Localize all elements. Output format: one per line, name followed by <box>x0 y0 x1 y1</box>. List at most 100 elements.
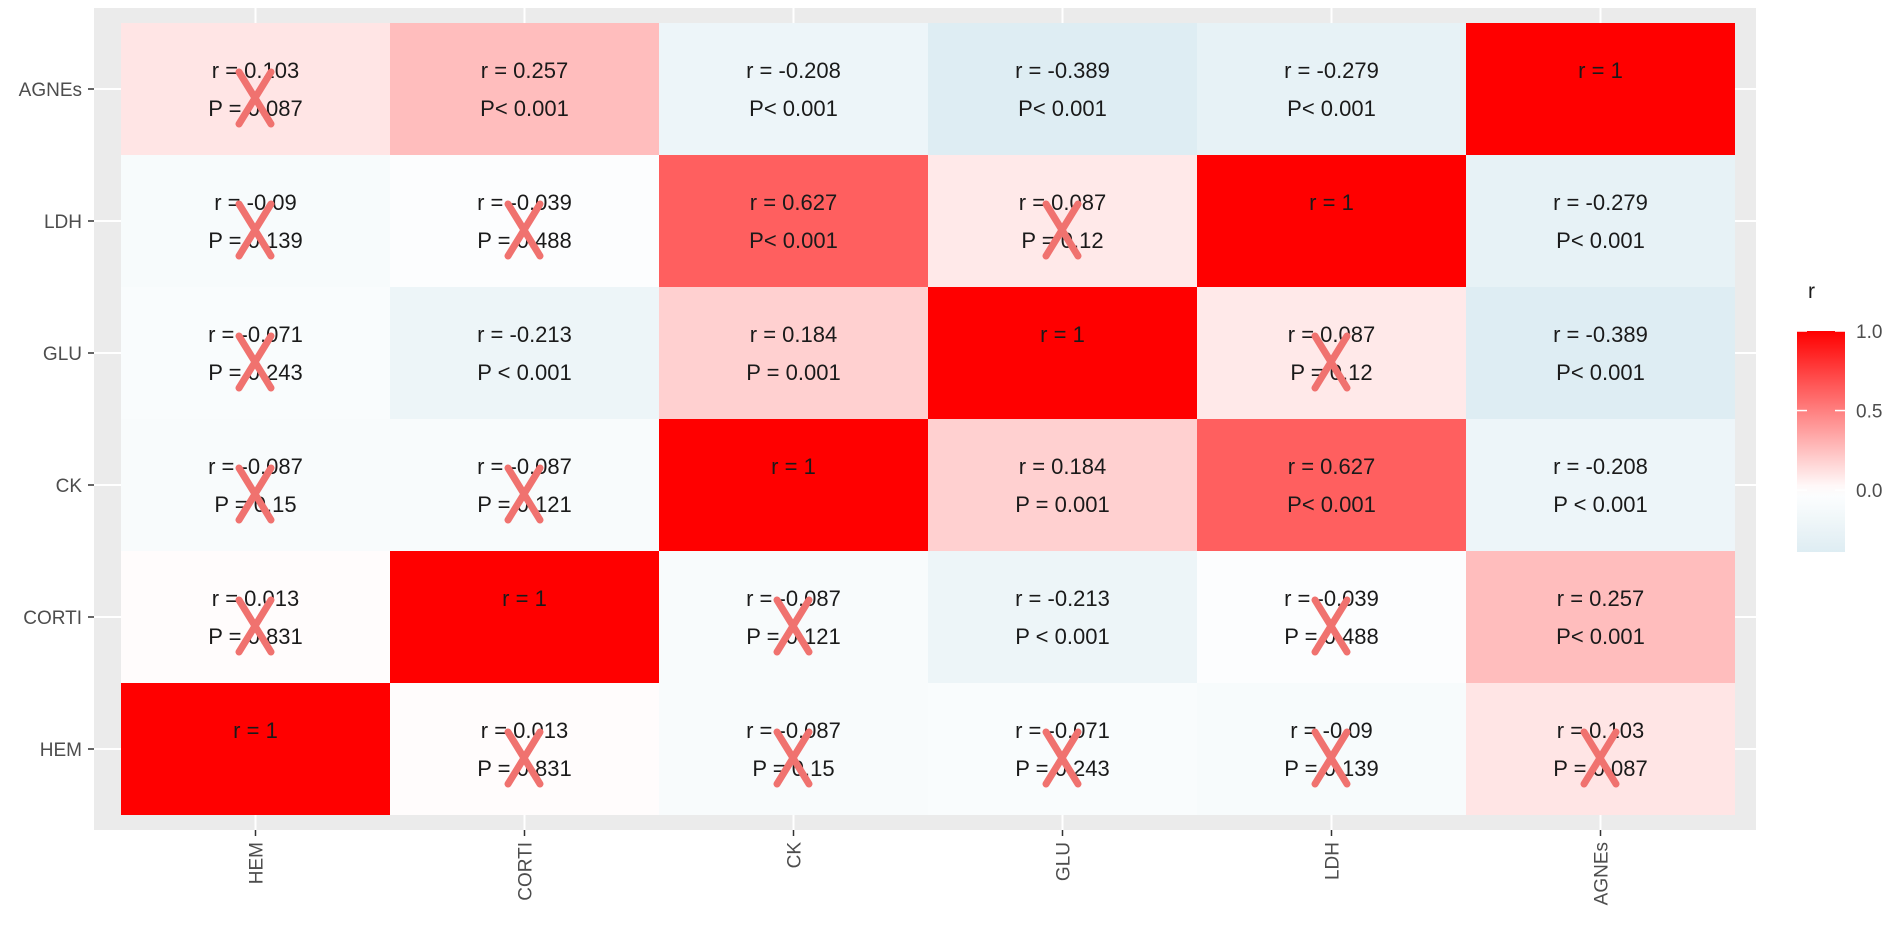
cell-fill <box>390 683 659 815</box>
heatmap-cell: r = 1 <box>1466 23 1735 155</box>
heatmap-cell: r = -0.389 P< 0.001 <box>1466 287 1735 419</box>
cell-p-label: P< 0.001 <box>1287 492 1376 517</box>
cell-p-label: P< 0.001 <box>749 96 838 121</box>
cell-fill <box>928 683 1197 815</box>
cell-r-label: r = -0.389 <box>1015 58 1110 83</box>
cell-fill <box>1466 287 1735 419</box>
heatmap-cell: r = -0.208 P < 0.001 <box>1466 419 1735 551</box>
axes: HEM CORTI CK GLU LDH AGNEs HEM CORTI CK GLU LDH AGN… <box>19 80 1613 905</box>
cell-fill <box>928 155 1197 287</box>
cell-r-label: r = -0.279 <box>1553 190 1648 215</box>
cell-fill <box>659 23 928 155</box>
heatmap-cell: r = 1 <box>1197 155 1466 287</box>
cell-r-label: r = 1 <box>1309 190 1354 215</box>
cell-fill <box>928 23 1197 155</box>
y-axis-tick-label: CORTI <box>23 608 82 629</box>
nonsignificant-cross-mark <box>1311 596 1351 656</box>
nonsignificant-cross-mark <box>235 68 275 128</box>
cell-p-label: P< 0.001 <box>1556 624 1645 649</box>
cell-r-label: r = -0.039 <box>477 190 572 215</box>
cell-fill <box>121 419 390 551</box>
cell-r-label: r = -0.087 <box>208 454 303 479</box>
legend: r 1.0 0.5 0.0 <box>1797 280 1882 552</box>
cell-fill <box>928 419 1197 551</box>
cell-r-label: r = -0.213 <box>1015 586 1110 611</box>
nonsignificant-cross-mark <box>1311 332 1351 392</box>
x-axis-tick-label: LDH <box>1323 842 1344 880</box>
cell-fill <box>121 287 390 419</box>
heatmap-cell: r = -0.213 P < 0.001 <box>928 551 1197 683</box>
heatmap-cell: r = -0.213 P < 0.001 <box>390 287 659 419</box>
nonsignificant-cross-mark <box>235 200 275 260</box>
heatmap-cell: r = 0.627 P< 0.001 <box>1197 419 1466 551</box>
cell-fill <box>1197 551 1466 683</box>
cell-p-label: P < 0.001 <box>477 360 571 385</box>
legend-ticks: 1.0 0.5 0.0 <box>1797 322 1882 502</box>
cell-fill <box>390 551 659 683</box>
heatmap-cell: r = 0.627 P< 0.001 <box>659 155 928 287</box>
legend-tick-label: 0.0 <box>1856 481 1882 502</box>
heatmap-cell: r = 1 <box>121 683 390 815</box>
cell-fill <box>1197 23 1466 155</box>
cell-fill <box>1466 419 1735 551</box>
heatmap-cell: r = -0.09P = 0.139 <box>1197 683 1466 815</box>
cell-fill <box>1197 287 1466 419</box>
cell-r-label: r = 1 <box>1578 58 1623 83</box>
cell-fill <box>121 155 390 287</box>
y-axis-tick-label: LDH <box>44 212 82 233</box>
nonsignificant-cross-mark <box>773 728 813 788</box>
legend-tick-label: 0.5 <box>1856 402 1882 423</box>
cell-fill <box>390 419 659 551</box>
cell-r-label: r = 0.257 <box>481 58 568 83</box>
cell-r-label: r = 0.627 <box>1288 454 1375 479</box>
x-axis-tick-label: AGNEs <box>1592 842 1613 905</box>
cell-r-label: r = 1 <box>771 454 816 479</box>
cell-r-label: r = -0.279 <box>1284 58 1379 83</box>
cell-r-label: r = 0.103 <box>1557 718 1644 743</box>
cell-r-label: r = 0.013 <box>212 586 299 611</box>
y-axis-tick-label: CK <box>56 476 83 497</box>
cell-p-label: P< 0.001 <box>1018 96 1107 121</box>
cell-r-label: r = -0.213 <box>477 322 572 347</box>
cell-r-label: r = -0.071 <box>208 322 303 347</box>
cell-fill <box>928 287 1197 419</box>
cell-fill <box>659 155 928 287</box>
cell-p-label: P = 0.001 <box>746 360 840 385</box>
cell-fill <box>390 287 659 419</box>
cell-r-label: r = 0.627 <box>750 190 837 215</box>
nonsignificant-cross-mark <box>504 200 544 260</box>
cell-fill <box>1466 551 1735 683</box>
cell-r-label: r = 0.184 <box>1019 454 1106 479</box>
heatmap-cell: r = -0.279 P< 0.001 <box>1197 23 1466 155</box>
cell-fill <box>1197 683 1466 815</box>
cell-r-label: r = -0.039 <box>1284 586 1379 611</box>
cell-r-label: r = -0.389 <box>1553 322 1648 347</box>
cell-r-label: r = -0.087 <box>746 718 841 743</box>
x-axis-tick-label: CORTI <box>516 842 537 901</box>
cell-fill <box>659 287 928 419</box>
cell-fill <box>659 683 928 815</box>
cell-r-label: r = -0.208 <box>746 58 841 83</box>
y-axis-tick-label: AGNEs <box>19 80 82 101</box>
cell-fill <box>121 683 390 815</box>
cell-p-label: P < 0.001 <box>1015 624 1109 649</box>
cell-fill <box>659 419 928 551</box>
cell-r-label: r = -0.208 <box>1553 454 1648 479</box>
cell-r-label: r = 0.013 <box>481 718 568 743</box>
cell-r-label: r = -0.087 <box>477 454 572 479</box>
y-axis-tick-label: HEM <box>40 740 82 761</box>
cell-fill <box>121 23 390 155</box>
heatmap-cell: r = 0.184 P = 0.001 <box>659 287 928 419</box>
nonsignificant-cross-mark <box>235 464 275 524</box>
legend-title: r <box>1808 280 1815 303</box>
